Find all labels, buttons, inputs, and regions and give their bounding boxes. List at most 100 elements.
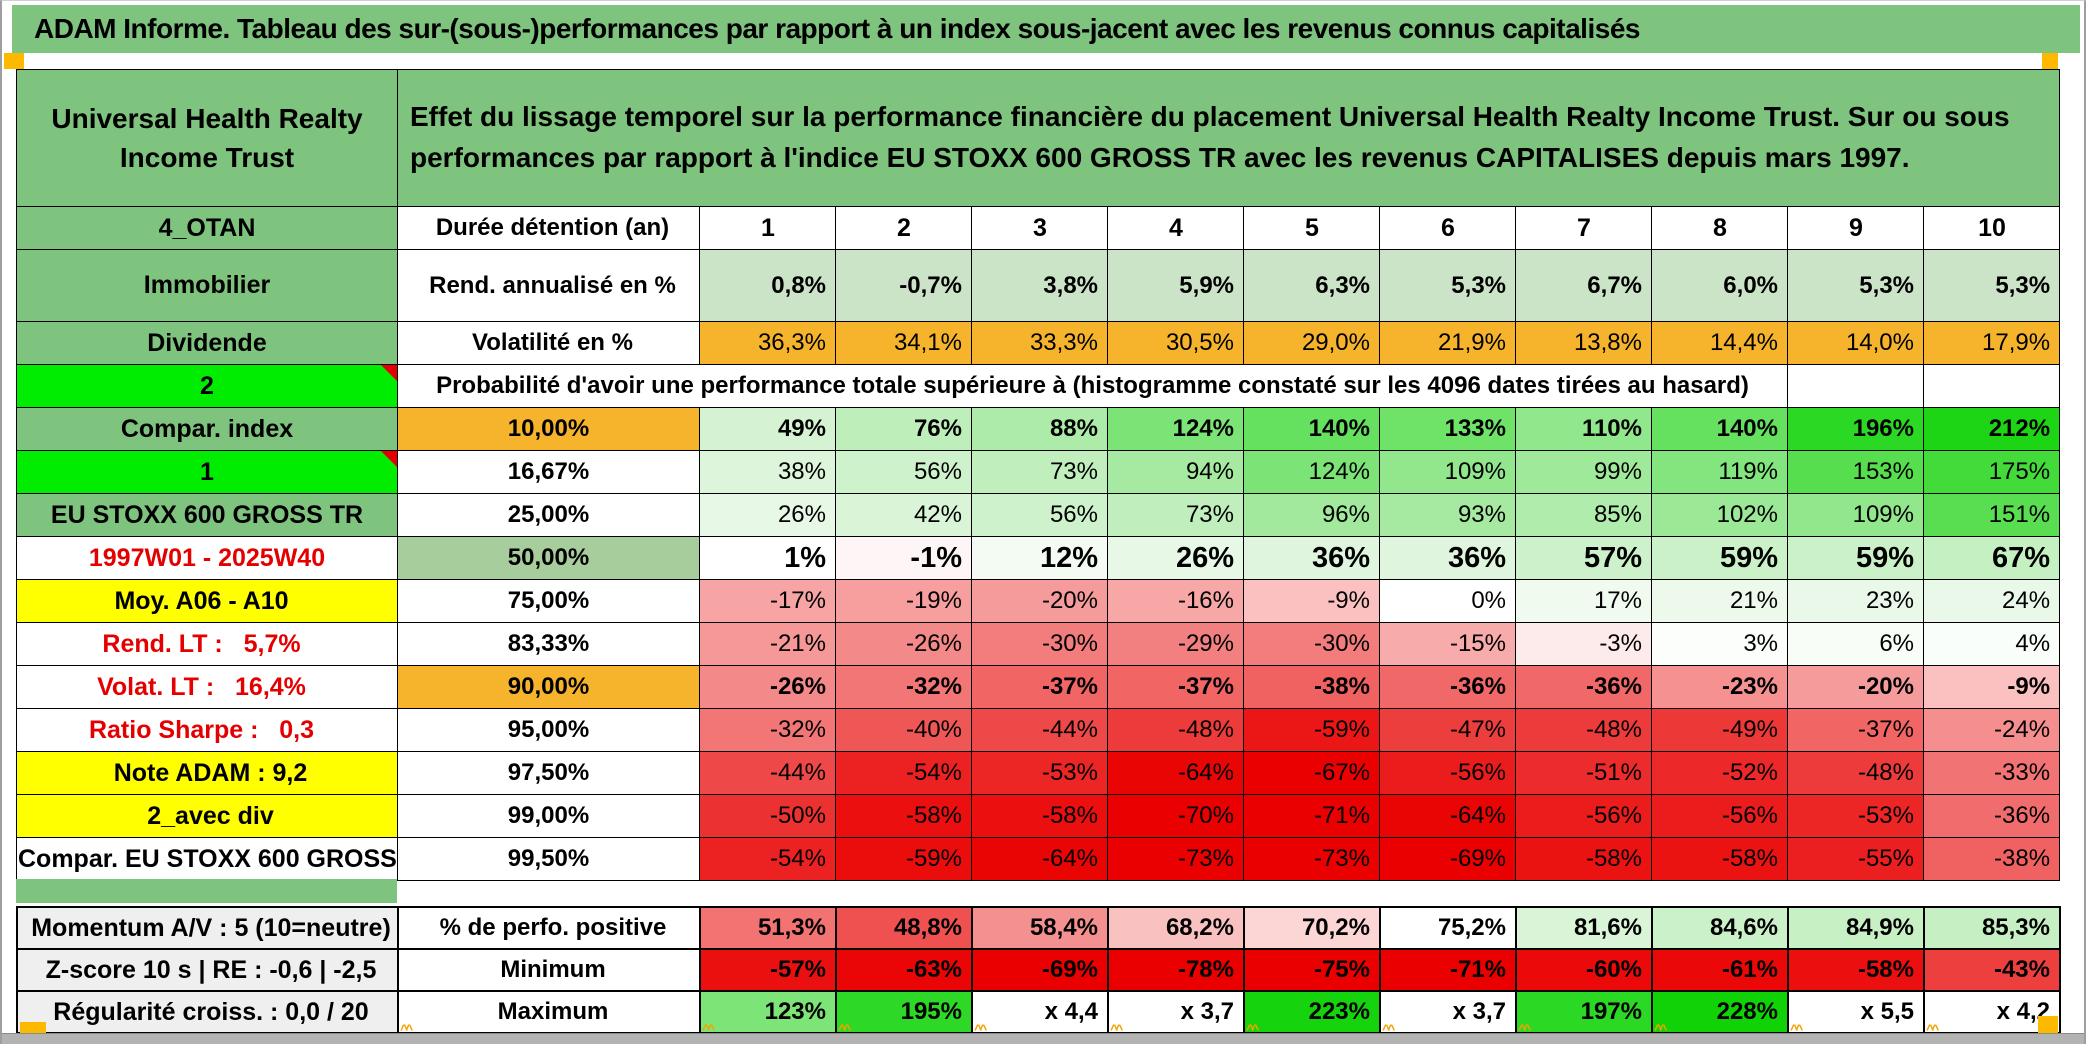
row-param[interactable]: Maximum [397,990,701,1034]
table-cell[interactable]: 153% [1787,450,1924,494]
table-cell[interactable]: 175% [1922,450,2061,494]
col-header[interactable]: 4 [1107,206,1244,250]
table-cell[interactable]: -53% [1787,794,1924,838]
table-cell[interactable]: -48% [1515,708,1652,752]
table-cell[interactable]: 38% [699,450,836,494]
table-cell[interactable]: 84,6% [1651,906,1789,950]
table-cell[interactable]: -44% [971,708,1108,752]
table-cell[interactable]: 33,3% [971,321,1108,365]
table-cell[interactable]: 12% [971,536,1108,580]
table-cell[interactable]: -20% [1787,665,1924,709]
table-cell[interactable]: 5,3% [1922,249,2061,322]
row-label[interactable]: 1 [16,450,398,494]
table-cell[interactable]: -67% [1243,751,1380,795]
table-cell[interactable]: 29,0% [1243,321,1380,365]
table-cell[interactable]: 195% [835,990,973,1034]
table-cell[interactable]: -36% [1379,665,1516,709]
row-label[interactable]: Ratio Sharpe : 0,3 [16,708,398,752]
table-cell[interactable]: 30,5% [1107,321,1244,365]
table-cell[interactable]: -48% [1787,751,1924,795]
row-label[interactable]: Note ADAM : 9,2 [16,751,398,795]
table-cell[interactable]: -1% [835,536,972,580]
table-cell[interactable]: -69% [1379,837,1516,881]
table-cell[interactable]: 110% [1515,407,1652,451]
col-header[interactable]: 10 [1922,206,2061,250]
table-cell[interactable]: -54% [699,837,836,881]
col-header[interactable]: 7 [1515,206,1652,250]
table-cell[interactable]: -70% [1107,794,1244,838]
row-param[interactable]: 97,50% [397,751,700,795]
table-cell[interactable]: 102% [1651,493,1788,537]
table-cell[interactable]: x 3,7 [1379,990,1517,1034]
table-cell[interactable]: -48% [1107,708,1244,752]
table-cell[interactable]: 58,4% [971,906,1109,950]
table-cell[interactable]: -75% [1243,948,1381,992]
table-cell[interactable]: -78% [1107,948,1245,992]
table-cell[interactable]: -58% [835,794,972,838]
table-cell[interactable]: 21% [1651,579,1788,623]
table-cell[interactable]: -37% [971,665,1108,709]
table-cell[interactable]: 23% [1787,579,1924,623]
col-header[interactable]: 2 [835,206,972,250]
col-header[interactable]: 1 [699,206,836,250]
table-cell[interactable]: -17% [699,579,836,623]
table-cell[interactable]: 5,3% [1379,249,1516,322]
table-cell[interactable]: 99% [1515,450,1652,494]
table-cell[interactable]: 59% [1787,536,1924,580]
row-param[interactable]: 75,00% [397,579,700,623]
row-label[interactable]: 2 [16,364,398,408]
table-cell[interactable]: -71% [1243,794,1380,838]
table-cell[interactable]: 84,9% [1787,906,1925,950]
table-cell[interactable]: -40% [835,708,972,752]
table-cell[interactable]: 228% [1651,990,1789,1034]
col-header[interactable]: 3 [971,206,1108,250]
table-cell[interactable]: 67% [1922,536,2061,580]
table-cell[interactable]: 96% [1243,493,1380,537]
table-cell[interactable]: -36% [1922,794,2061,838]
table-cell[interactable]: 109% [1787,493,1924,537]
table-cell[interactable]: -26% [835,622,972,666]
table-cell[interactable]: -49% [1651,708,1788,752]
table-cell[interactable]: 26% [699,493,836,537]
table-cell[interactable]: 73% [971,450,1108,494]
row-param[interactable]: 10,00% [397,407,700,451]
row-label[interactable]: 4_OTAN [16,206,398,250]
table-cell[interactable]: -56% [1379,751,1516,795]
table-cell[interactable]: -36% [1515,665,1652,709]
table-cell[interactable]: -32% [835,665,972,709]
table-cell[interactable]: -50% [699,794,836,838]
table-cell[interactable]: 196% [1787,407,1924,451]
table-cell[interactable]: -73% [1107,837,1244,881]
row-param[interactable]: 50,00% [397,536,700,580]
table-cell[interactable]: 42% [835,493,972,537]
table-cell[interactable]: -58% [971,794,1108,838]
table-cell[interactable]: x 3,7 [1107,990,1245,1034]
col-header[interactable]: 6 [1379,206,1516,250]
row-param[interactable]: 83,33% [397,622,700,666]
table-cell[interactable]: 59% [1651,536,1788,580]
table-cell[interactable]: -55% [1787,837,1924,881]
row-label[interactable]: 2_avec div [16,794,398,838]
row-label[interactable]: EU STOXX 600 GROSS TR [16,493,398,537]
table-cell[interactable]: 24% [1922,579,2061,623]
table-cell[interactable]: 73% [1107,493,1244,537]
table-cell[interactable]: -54% [835,751,972,795]
table-cell[interactable]: -30% [1243,622,1380,666]
table-cell[interactable]: 76% [835,407,972,451]
row-label[interactable]: Z-score 10 s | RE : -0,6 | -2,5 [16,948,399,992]
table-cell[interactable]: 6,0% [1651,249,1788,322]
row-param[interactable]: 99,50% [397,837,700,881]
table-cell[interactable]: -9% [1922,665,2061,709]
table-cell[interactable]: 140% [1651,407,1788,451]
row-param[interactable]: Minimum [397,948,701,992]
table-cell[interactable]: 212% [1922,407,2061,451]
row-param[interactable]: 95,00% [397,708,700,752]
table-cell[interactable]: -51% [1515,751,1652,795]
table-cell[interactable]: 85,3% [1923,906,2061,950]
table-cell[interactable]: 6,3% [1243,249,1380,322]
table-cell[interactable]: 26% [1107,536,1244,580]
table-cell[interactable]: 223% [1243,990,1381,1034]
table-cell[interactable]: 14,0% [1787,321,1924,365]
table-cell[interactable]: -64% [1379,794,1516,838]
col-header[interactable]: 9 [1787,206,1924,250]
